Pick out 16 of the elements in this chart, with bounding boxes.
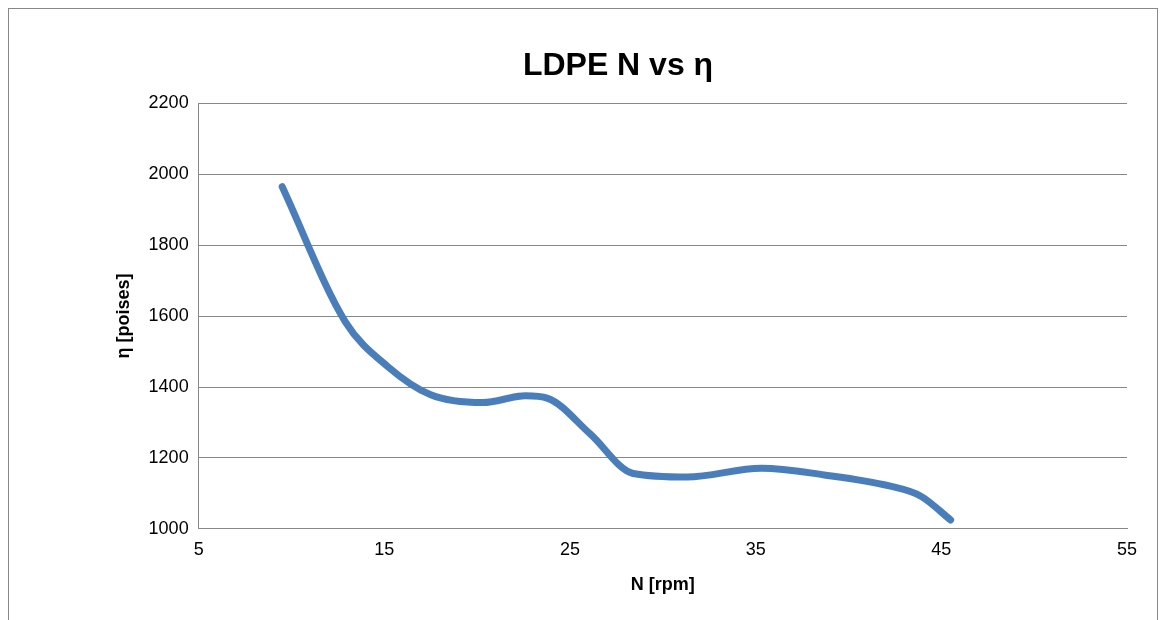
y-tick-label: 1400 [148,375,189,396]
x-axis-title: N [rpm] [630,574,695,595]
y-tick-label: 1200 [148,446,189,467]
y-tick-label: 2200 [148,92,189,113]
y-tick-label: 1600 [148,305,189,326]
x-tick-label: 55 [1116,538,1138,559]
x-tick-label: 35 [745,538,766,559]
y-tick-label: 1000 [148,517,189,538]
x-tick-label: 15 [374,538,395,559]
x-tick-label: 45 [931,538,952,559]
x-tick-label: 5 [193,538,204,559]
x-tick-label: 25 [559,538,580,559]
y-tick-label: 1800 [148,234,189,255]
chart-title: LDPE N vs η [522,46,714,83]
y-tick-label: 2000 [148,163,189,184]
y-axis-title: η [poises] [112,273,133,359]
